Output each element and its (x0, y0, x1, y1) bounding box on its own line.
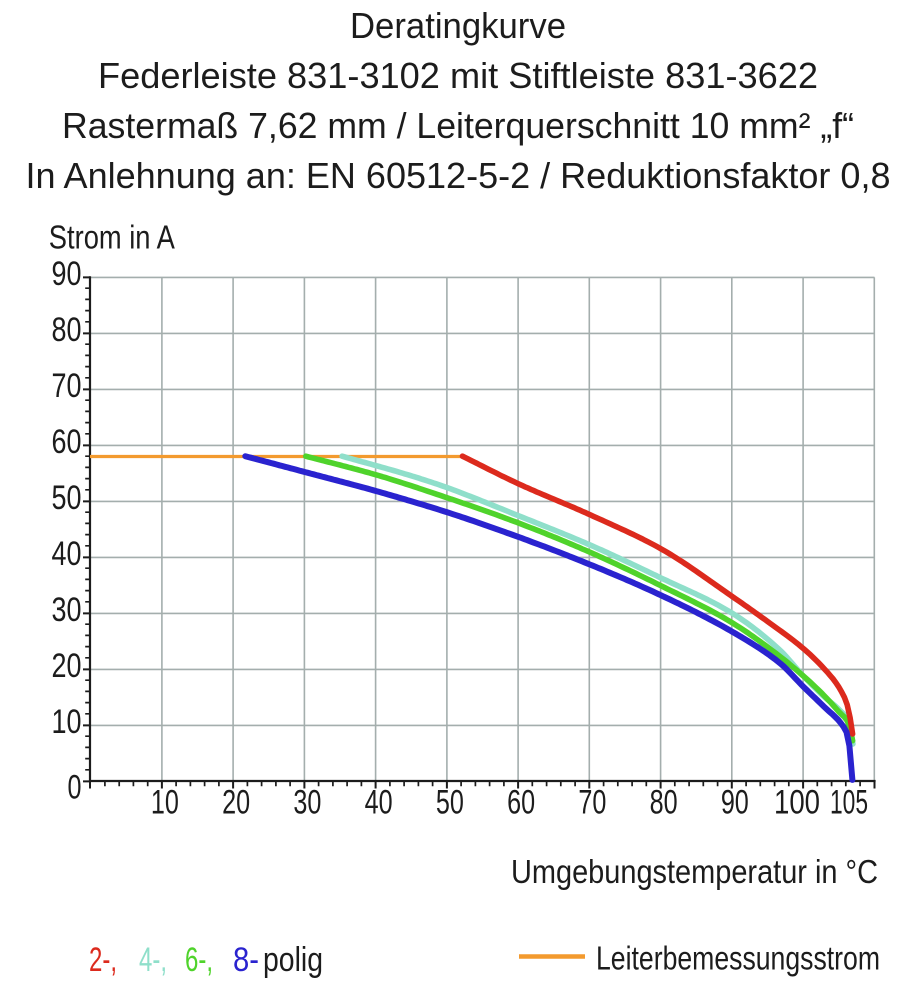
svg-text:50: 50 (436, 784, 464, 822)
svg-text:100: 100 (774, 784, 820, 822)
svg-text:Strom in A: Strom in A (49, 219, 175, 256)
svg-text:10: 10 (52, 703, 82, 741)
svg-text:20: 20 (222, 784, 250, 822)
svg-text:6-,: 6-, (185, 941, 213, 979)
svg-text:10: 10 (151, 784, 179, 822)
svg-text:Deratingkurve: Deratingkurve (350, 6, 566, 46)
svg-text:90: 90 (52, 255, 82, 293)
svg-text:Rastermaß 7,62 mm / Leiterquer: Rastermaß 7,62 mm / Leiterquerschnitt 10… (62, 106, 854, 146)
svg-text:50: 50 (52, 479, 82, 517)
svg-text:4-,: 4-, (139, 941, 167, 979)
svg-text:20: 20 (52, 647, 82, 685)
svg-text:60: 60 (507, 784, 535, 822)
svg-text:105: 105 (830, 784, 868, 822)
svg-text:90: 90 (721, 784, 749, 822)
svg-text:30: 30 (293, 784, 321, 822)
svg-text:polig: polig (263, 941, 323, 979)
svg-text:2-,: 2-, (89, 941, 117, 979)
svg-text:0: 0 (68, 769, 82, 807)
svg-text:70: 70 (578, 784, 606, 822)
svg-text:70: 70 (52, 367, 82, 405)
svg-text:Federleiste 831-3102 mit Stift: Federleiste 831-3102 mit Stiftleiste 831… (98, 56, 818, 96)
svg-text:In Anlehnung an: EN 60512-5-2: In Anlehnung an: EN 60512-5-2 / Reduktio… (26, 156, 891, 196)
svg-text:Leiterbemessungsstrom: Leiterbemessungsstrom (596, 940, 880, 977)
svg-text:30: 30 (52, 591, 82, 629)
svg-text:80: 80 (650, 784, 678, 822)
svg-text:8-: 8- (233, 941, 259, 979)
svg-text:40: 40 (52, 535, 82, 573)
svg-text:80: 80 (52, 311, 82, 349)
svg-text:60: 60 (52, 423, 82, 461)
svg-text:Umgebungstemperatur in °C: Umgebungstemperatur in °C (511, 853, 878, 890)
svg-text:40: 40 (365, 784, 393, 822)
